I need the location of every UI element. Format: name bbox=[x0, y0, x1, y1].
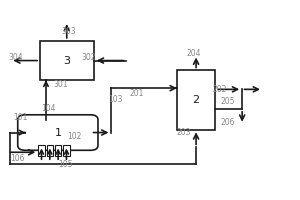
Text: 205: 205 bbox=[220, 97, 235, 106]
Text: 104: 104 bbox=[41, 104, 56, 113]
Text: 304: 304 bbox=[8, 53, 23, 62]
Text: 2: 2 bbox=[193, 95, 200, 105]
Text: 106: 106 bbox=[11, 154, 25, 163]
Text: 3: 3 bbox=[63, 56, 70, 66]
Text: 101: 101 bbox=[14, 113, 28, 122]
Text: 201: 201 bbox=[129, 89, 144, 98]
Text: 202: 202 bbox=[213, 85, 227, 94]
Bar bbox=[46, 145, 53, 156]
Text: 303: 303 bbox=[62, 27, 76, 36]
Text: 302: 302 bbox=[82, 53, 96, 62]
Text: 1: 1 bbox=[54, 128, 61, 138]
Bar bbox=[55, 145, 62, 156]
Text: 206: 206 bbox=[220, 118, 235, 127]
Text: 102: 102 bbox=[67, 132, 81, 141]
Text: 204: 204 bbox=[187, 49, 201, 58]
Bar bbox=[40, 41, 94, 80]
Text: 301: 301 bbox=[53, 80, 68, 89]
FancyBboxPatch shape bbox=[18, 115, 98, 150]
Text: 203: 203 bbox=[177, 128, 191, 137]
Text: 105: 105 bbox=[58, 160, 73, 169]
Bar bbox=[63, 145, 70, 156]
Bar bbox=[177, 70, 215, 130]
Text: 103: 103 bbox=[109, 96, 123, 104]
Bar bbox=[38, 145, 45, 156]
